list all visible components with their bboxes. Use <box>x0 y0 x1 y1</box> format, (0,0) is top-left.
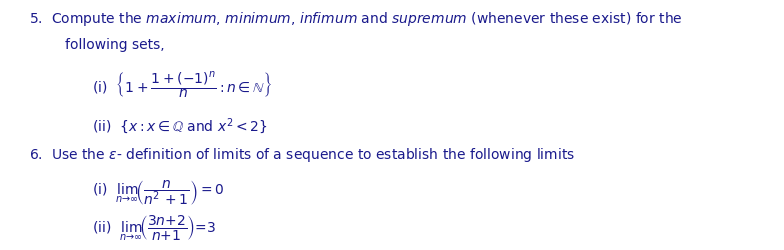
Text: (ii)  $\{x : x \in \mathbb{Q}$ and $x^2 < 2\}$: (ii) $\{x : x \in \mathbb{Q}$ and $x^2 <… <box>93 116 268 136</box>
Text: (i)  $\lim_{n \to \infty}\!\left(\dfrac{n}{n^2+1}\right) = 0$: (i) $\lim_{n \to \infty}\!\left(\dfrac{n… <box>93 178 224 207</box>
Text: (ii)  $\lim_{n \to \infty}\!\left(\dfrac{3n+2}{n+1}\right) = 3$: (ii) $\lim_{n \to \infty}\!\left(\dfrac{… <box>93 213 216 243</box>
Text: (i)  $\left\{1 + \dfrac{1+(-1)^{n}}{n} : n \in \mathbb{N}\right\}$: (i) $\left\{1 + \dfrac{1+(-1)^{n}}{n} : … <box>93 71 273 102</box>
Text: 6.  Use the $\epsilon$- definition of limits of a sequence to establish the foll: 6. Use the $\epsilon$- definition of lim… <box>29 146 575 164</box>
Text: following sets,: following sets, <box>65 38 165 52</box>
Text: 5.  Compute the $\mathit{maximum}$, $\mathit{minimum}$, $\mathit{infimum}$ and $: 5. Compute the $\mathit{maximum}$, $\mat… <box>29 10 683 28</box>
